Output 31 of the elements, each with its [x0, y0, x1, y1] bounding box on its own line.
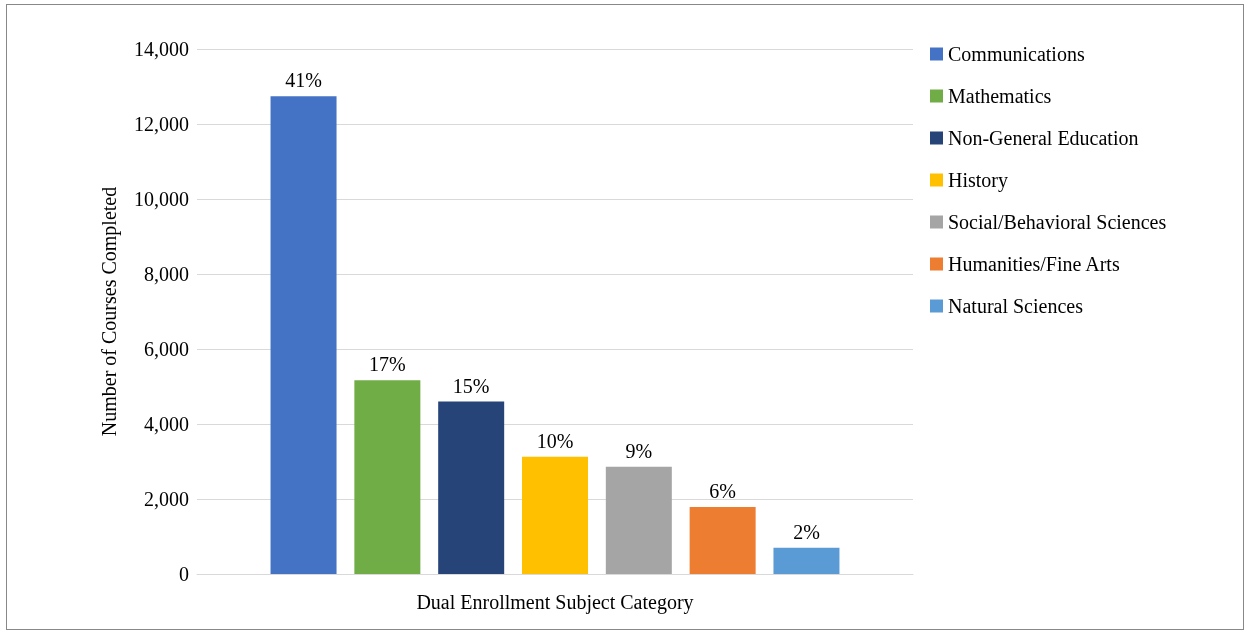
- legend-label: Mathematics: [948, 85, 1052, 107]
- bar: [522, 456, 588, 574]
- y-tick-label: 2,000: [144, 488, 189, 510]
- y-tick-label: 4,000: [144, 413, 189, 435]
- y-tick-label: 10,000: [134, 188, 189, 210]
- bar: [354, 380, 421, 574]
- y-tick-label: 0: [179, 563, 189, 585]
- legend-label: Natural Sciences: [948, 295, 1084, 317]
- legend-label: Social/Behavioral Sciences: [948, 211, 1167, 233]
- bar: [773, 547, 840, 574]
- bar: [605, 466, 672, 574]
- annotation: 10%: [536, 429, 574, 452]
- annotation: 17%: [369, 353, 406, 376]
- bar: [270, 96, 337, 574]
- annotation: 15%: [452, 374, 490, 397]
- x-axis-title: Dual Enrollment Subject Category: [416, 591, 694, 614]
- legend-label: Non-General Education: [948, 127, 1139, 149]
- bar: [689, 506, 756, 574]
- legend-label: Communications: [948, 43, 1085, 65]
- legend-label: Humanities/Fine Arts: [948, 253, 1120, 275]
- annotation: 6%: [709, 479, 736, 502]
- y-tick-label: 6,000: [144, 338, 189, 360]
- bar: [438, 401, 505, 574]
- legend-label: History: [948, 169, 1008, 192]
- annotation: 2%: [793, 520, 820, 543]
- y-axis-title: Number of Courses Completed: [98, 186, 121, 437]
- y-tick-label: 14,000: [134, 38, 189, 60]
- y-tick-label: 8,000: [144, 263, 189, 285]
- y-tick-label: 12,000: [134, 113, 189, 135]
- annotation: 41%: [285, 69, 322, 92]
- annotation: 9%: [625, 439, 653, 462]
